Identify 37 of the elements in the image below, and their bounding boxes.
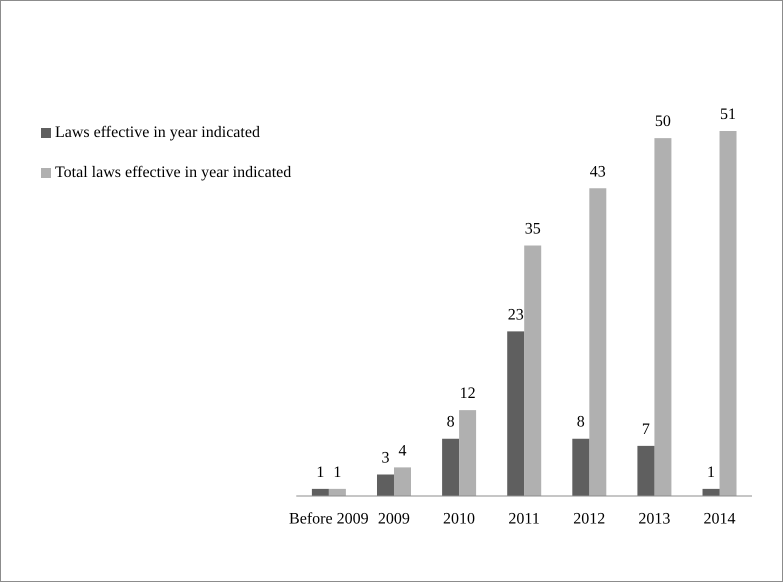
bar bbox=[459, 410, 476, 496]
x-tick-label: 2014 bbox=[703, 510, 736, 528]
data-label: 12 bbox=[460, 385, 476, 402]
bar bbox=[507, 331, 524, 496]
data-label: 8 bbox=[576, 414, 585, 431]
data-label: 1 bbox=[707, 464, 716, 481]
bar bbox=[637, 446, 654, 496]
data-label: 7 bbox=[642, 420, 650, 438]
legend-label: Total laws effective in year indicated bbox=[55, 164, 292, 181]
data-label: 4 bbox=[398, 442, 406, 460]
x-tick-label: 2011 bbox=[508, 510, 540, 528]
x-tick-label: 2009 bbox=[378, 510, 410, 528]
bar bbox=[328, 488, 346, 496]
x-tick-label: 2012 bbox=[573, 510, 606, 528]
data-label: 35 bbox=[524, 220, 541, 238]
data-label: 8 bbox=[446, 414, 455, 431]
bar bbox=[376, 474, 394, 496]
data-label: 23 bbox=[508, 306, 524, 324]
bar bbox=[442, 438, 460, 496]
data-label: 3 bbox=[381, 450, 390, 467]
bar bbox=[702, 488, 720, 496]
bar bbox=[654, 138, 672, 496]
x-tick-label: Before 2009 bbox=[289, 510, 369, 528]
legend-label: Laws effective in year indicated bbox=[55, 124, 260, 141]
bar bbox=[589, 188, 606, 496]
data-label: 43 bbox=[590, 163, 606, 180]
bar bbox=[720, 131, 737, 496]
bar bbox=[524, 246, 542, 496]
x-tick-label: 2010 bbox=[443, 510, 476, 528]
bar bbox=[572, 438, 590, 496]
bar bbox=[394, 467, 411, 496]
data-label: 50 bbox=[654, 113, 671, 130]
data-label: 1 bbox=[333, 464, 342, 481]
data-label: 51 bbox=[720, 106, 736, 123]
bar bbox=[312, 488, 329, 496]
x-tick-label: 2013 bbox=[638, 510, 670, 528]
data-label: 1 bbox=[316, 464, 324, 481]
